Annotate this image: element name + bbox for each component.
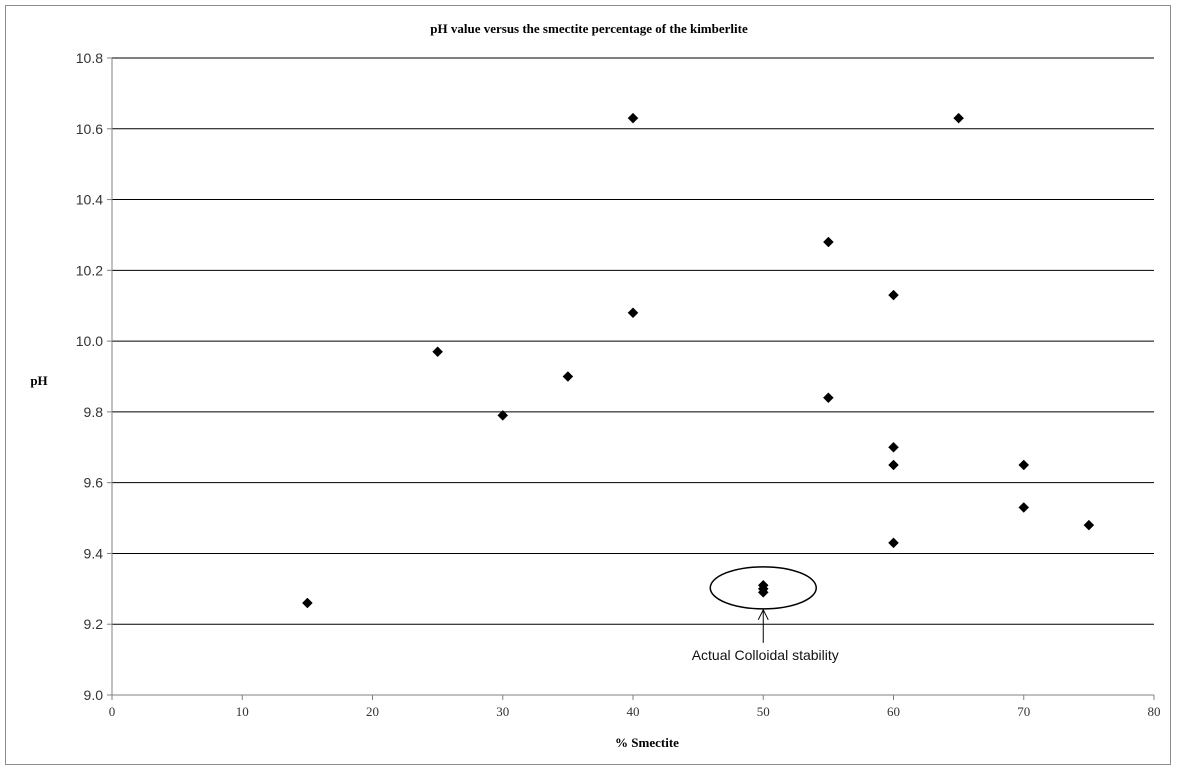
data-point-5: [627, 112, 639, 124]
gridlines: [112, 57, 1154, 625]
data-point-17: [1018, 502, 1030, 513]
y-tick-labels: 9.0 9.2 9.4 9.6 9.8 10.0 10.2 10.4 10.6 10.8: [76, 50, 103, 703]
scatter-chart: pH value versus the smectite percentage …: [30, 21, 1161, 750]
annotation-label: Actual Colloidal stability: [692, 647, 839, 663]
data-point-9: [823, 236, 834, 248]
y-tick-label-3: 9.6: [84, 475, 104, 491]
y-tick-label-1: 9.2: [84, 616, 104, 632]
data-point-10: [823, 392, 834, 404]
data-points: [302, 112, 1095, 609]
data-point-15: [953, 112, 964, 124]
y-axis-title: pH: [30, 373, 47, 388]
data-point-12: [888, 441, 899, 453]
data-point-1: [432, 346, 443, 358]
data-point-3: [562, 371, 574, 382]
data-point-18: [1083, 519, 1095, 531]
data-point-4: [627, 307, 639, 319]
x-tick-label-4: 40: [627, 704, 640, 719]
x-tick-label-1: 10: [236, 704, 249, 719]
data-point-2: [497, 410, 509, 421]
x-tick-label-2: 20: [366, 704, 379, 719]
chart-frame: pH value versus the smectite percentage …: [5, 5, 1171, 765]
data-point-0: [302, 597, 313, 609]
y-tick-label-9: 10.8: [76, 50, 103, 66]
y-tick-label-2: 9.4: [84, 545, 104, 561]
data-point-8: [757, 587, 769, 598]
x-tick-label-6: 60: [887, 704, 900, 719]
annotation: Actual Colloidal stability: [692, 566, 839, 663]
data-point-11: [888, 289, 899, 301]
x-axis-title: % Smectite: [615, 735, 679, 750]
x-tick-label-7: 70: [1017, 704, 1030, 719]
y-tick-label-0: 9.0: [84, 687, 104, 703]
axes: [107, 57, 1155, 700]
y-tick-label-6: 10.2: [76, 262, 103, 278]
x-tick-labels: 0 10 20 30 40 50 60 70 80: [109, 704, 1161, 719]
y-tick-label-5: 10.0: [76, 333, 103, 349]
y-tick-label-8: 10.6: [76, 121, 103, 137]
y-tick-label-7: 10.4: [76, 192, 103, 208]
data-point-14: [888, 537, 899, 549]
y-tick-label-4: 9.8: [84, 404, 104, 420]
data-point-13: [888, 459, 899, 471]
annotation-arrow-head: [757, 608, 769, 621]
x-tick-label-8: 80: [1148, 704, 1161, 719]
x-tick-label-5: 50: [757, 704, 770, 719]
x-tick-label-3: 30: [496, 704, 509, 719]
x-tick-label-0: 0: [109, 704, 116, 719]
data-point-16: [1018, 459, 1030, 471]
chart-title: pH value versus the smectite percentage …: [430, 21, 748, 36]
